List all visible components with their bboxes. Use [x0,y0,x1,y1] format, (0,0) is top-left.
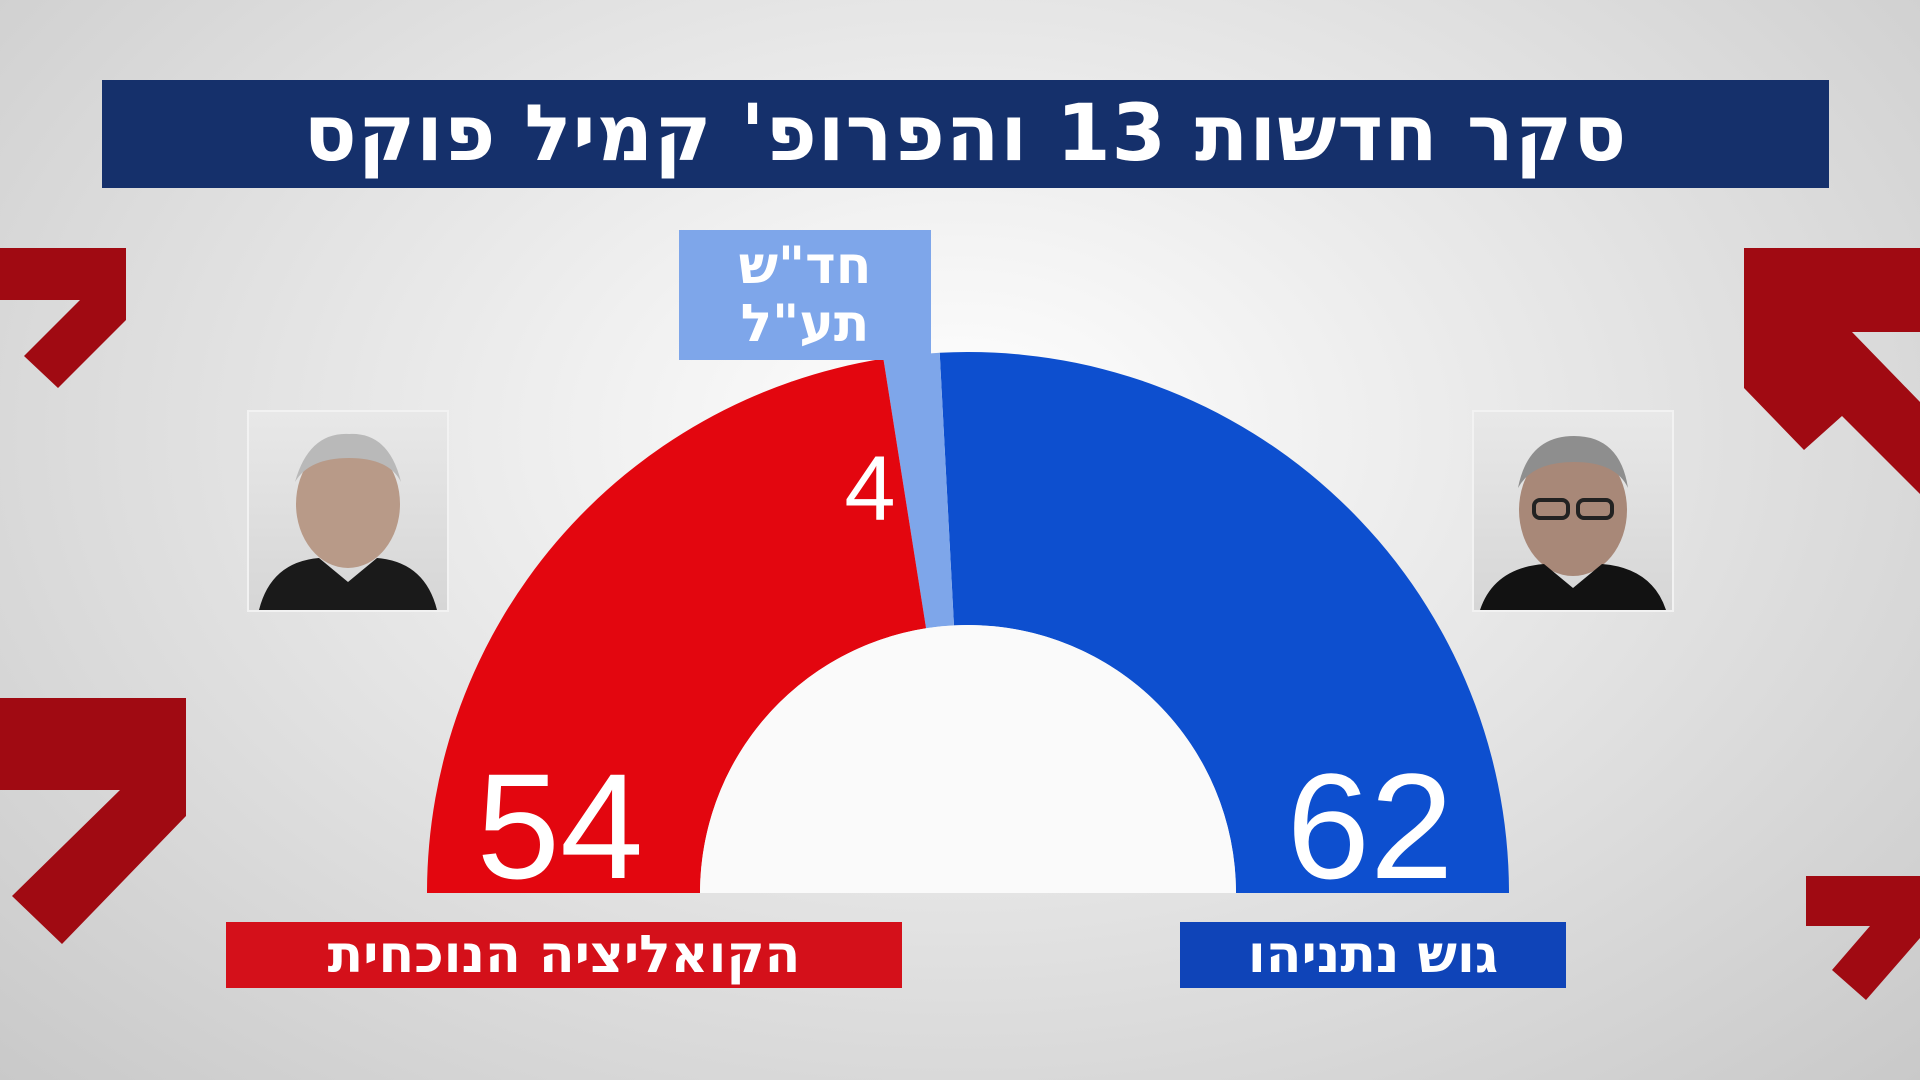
chart-segment-0 [939,352,1509,894]
value-label-left: 54 [477,742,644,910]
channel-logo-decoration-right-bottom [1806,876,1920,1000]
chart-inner-hole [700,625,1236,893]
portrait-right [1472,410,1674,612]
person-portrait-icon [259,433,437,610]
left-bloc-label-text: הקואליציה הנוכחית [327,925,801,985]
channel-logo-decoration-left-bottom [0,698,186,944]
channel-logo-decoration-left-top [0,248,126,388]
title-bar: סקר חדשות 13 והפרופ' קמיל פוקס [102,80,1829,188]
person-portrait-icon [1480,436,1666,610]
right-bloc-label-text: גוש נתניהו [1247,925,1499,985]
value-label-right: 62 [1287,742,1454,910]
chart-title: סקר חדשות 13 והפרופ' קמיל פוקס [303,89,1628,179]
undecided-label-line2: תע"ל [740,294,870,354]
left-bloc-label: הקואליציה הנוכחית [226,922,902,988]
portrait-left [247,410,449,612]
undecided-label-box: חד"ש תע"ל [679,230,931,360]
chart-segment-2 [427,358,927,893]
chart-segment-1 [883,352,954,629]
undecided-label-line1: חד"ש [738,236,872,296]
value-label-middle: 4 [844,438,895,540]
channel-logo-decoration-right-top [1744,248,1920,494]
right-bloc-label: גוש נתניהו [1180,922,1566,988]
